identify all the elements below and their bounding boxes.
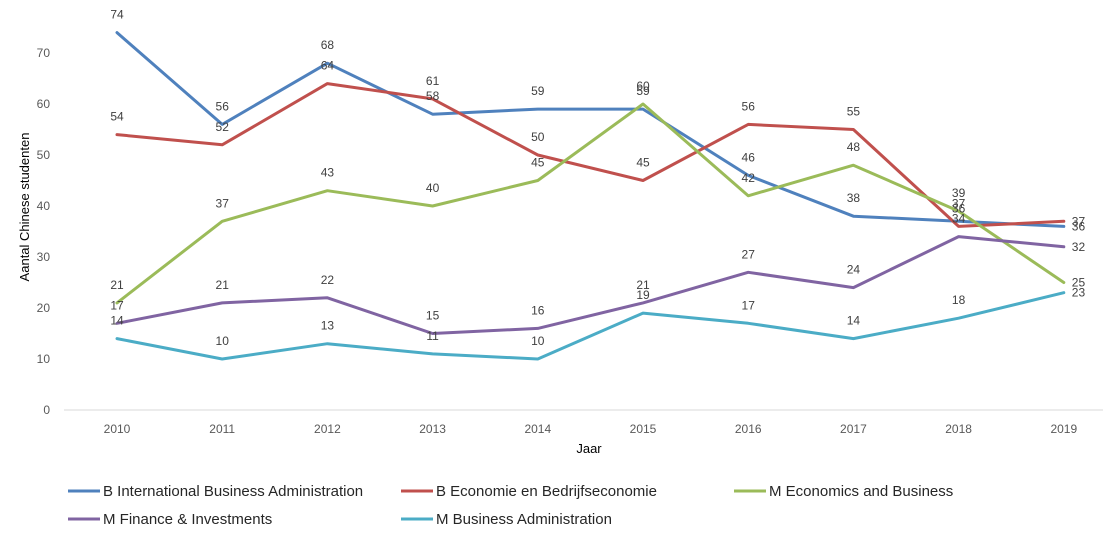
data-label: 36 xyxy=(1072,219,1086,233)
data-label: 38 xyxy=(847,191,861,205)
data-label: 40 xyxy=(426,181,440,195)
data-label: 59 xyxy=(531,84,545,98)
data-label: 14 xyxy=(110,314,124,328)
x-axis-title: Jaar xyxy=(576,441,602,456)
data-label: 74 xyxy=(110,8,124,22)
data-label: 45 xyxy=(531,156,545,170)
data-label: 59 xyxy=(636,84,650,98)
data-label: 37 xyxy=(216,196,230,210)
data-label: 21 xyxy=(110,278,124,292)
legend: B International Business Administration B… xyxy=(68,483,953,528)
data-label: 42 xyxy=(742,171,756,185)
legend-label: M Economics and Business xyxy=(769,483,953,500)
data-label: 55 xyxy=(847,105,861,119)
x-tick-label: 2018 xyxy=(945,422,972,436)
data-label: 16 xyxy=(531,303,545,317)
series-line xyxy=(115,82,1066,228)
data-label: 23 xyxy=(1072,286,1086,300)
data-label: 17 xyxy=(742,298,756,312)
data-label: 61 xyxy=(426,74,440,88)
data-label: 36 xyxy=(952,201,966,215)
legend-label: B International Business Administration xyxy=(103,483,363,500)
data-label: 50 xyxy=(531,130,545,144)
x-tick-label: 2010 xyxy=(104,422,131,436)
x-tick-label: 2012 xyxy=(314,422,341,436)
data-label: 15 xyxy=(426,309,440,323)
data-label: 60 xyxy=(636,79,650,93)
data-label: 27 xyxy=(742,247,756,261)
data-label: 10 xyxy=(216,334,230,348)
data-label: 14 xyxy=(847,314,861,328)
data-label: 56 xyxy=(216,99,230,113)
legend-label: B Economie en Bedrijfseconomie xyxy=(436,483,657,500)
y-tick-label: 0 xyxy=(43,403,50,417)
data-label: 34 xyxy=(952,212,966,226)
y-axis-title: Aantal Chinese studenten xyxy=(17,133,32,282)
data-label: 68 xyxy=(321,38,335,52)
x-tick-label: 2011 xyxy=(209,422,235,436)
series-line xyxy=(115,31,1066,228)
data-label: 19 xyxy=(636,288,650,302)
data-label: 22 xyxy=(321,273,335,287)
series-line xyxy=(115,235,1066,335)
x-tick-label: 2019 xyxy=(1050,422,1077,436)
y-tick-label: 70 xyxy=(37,46,51,60)
data-label: 45 xyxy=(636,156,650,170)
data-label: 39 xyxy=(952,186,966,200)
y-tick-label: 20 xyxy=(37,301,51,315)
data-label: 37 xyxy=(1072,214,1086,228)
y-tick-label: 60 xyxy=(37,97,51,111)
data-label: 52 xyxy=(216,120,230,134)
series-line xyxy=(115,102,1066,305)
data-label: 48 xyxy=(847,140,861,154)
data-label: 43 xyxy=(321,166,335,180)
data-label: 17 xyxy=(110,298,124,312)
y-tick-label: 40 xyxy=(37,199,51,213)
legend-label: M Business Administration xyxy=(436,511,612,528)
x-tick-label: 2016 xyxy=(735,422,762,436)
series-layer xyxy=(115,31,1066,361)
data-label: 18 xyxy=(952,293,966,307)
data-label: 58 xyxy=(426,89,440,103)
data-label: 64 xyxy=(321,59,335,73)
x-tick-label: 2015 xyxy=(630,422,657,436)
data-label: 21 xyxy=(216,278,230,292)
data-label: 25 xyxy=(1072,276,1086,290)
data-label: 32 xyxy=(1072,240,1086,254)
series-line xyxy=(115,291,1066,361)
y-axis-ticks: 0 10 20 30 40 50 60 70 xyxy=(37,46,51,417)
x-tick-label: 2017 xyxy=(840,422,867,436)
data-label: 46 xyxy=(742,150,756,164)
x-tick-label: 2013 xyxy=(419,422,446,436)
data-label: 37 xyxy=(952,196,966,210)
y-tick-label: 50 xyxy=(37,148,51,162)
y-tick-label: 30 xyxy=(37,250,51,264)
x-tick-label: 2014 xyxy=(524,422,551,436)
legend-label: M Finance & Investments xyxy=(103,511,272,528)
data-label: 54 xyxy=(110,110,124,124)
data-label: 13 xyxy=(321,319,335,333)
data-label: 10 xyxy=(531,334,545,348)
x-axis-ticks: 2010 2011 2012 2013 2014 2015 2016 2017 2018 2019 xyxy=(104,422,1078,436)
data-label: 24 xyxy=(847,263,861,277)
data-label: 21 xyxy=(636,278,650,292)
data-label: 56 xyxy=(742,99,756,113)
y-tick-label: 10 xyxy=(37,352,51,366)
data-label: 11 xyxy=(426,329,439,343)
